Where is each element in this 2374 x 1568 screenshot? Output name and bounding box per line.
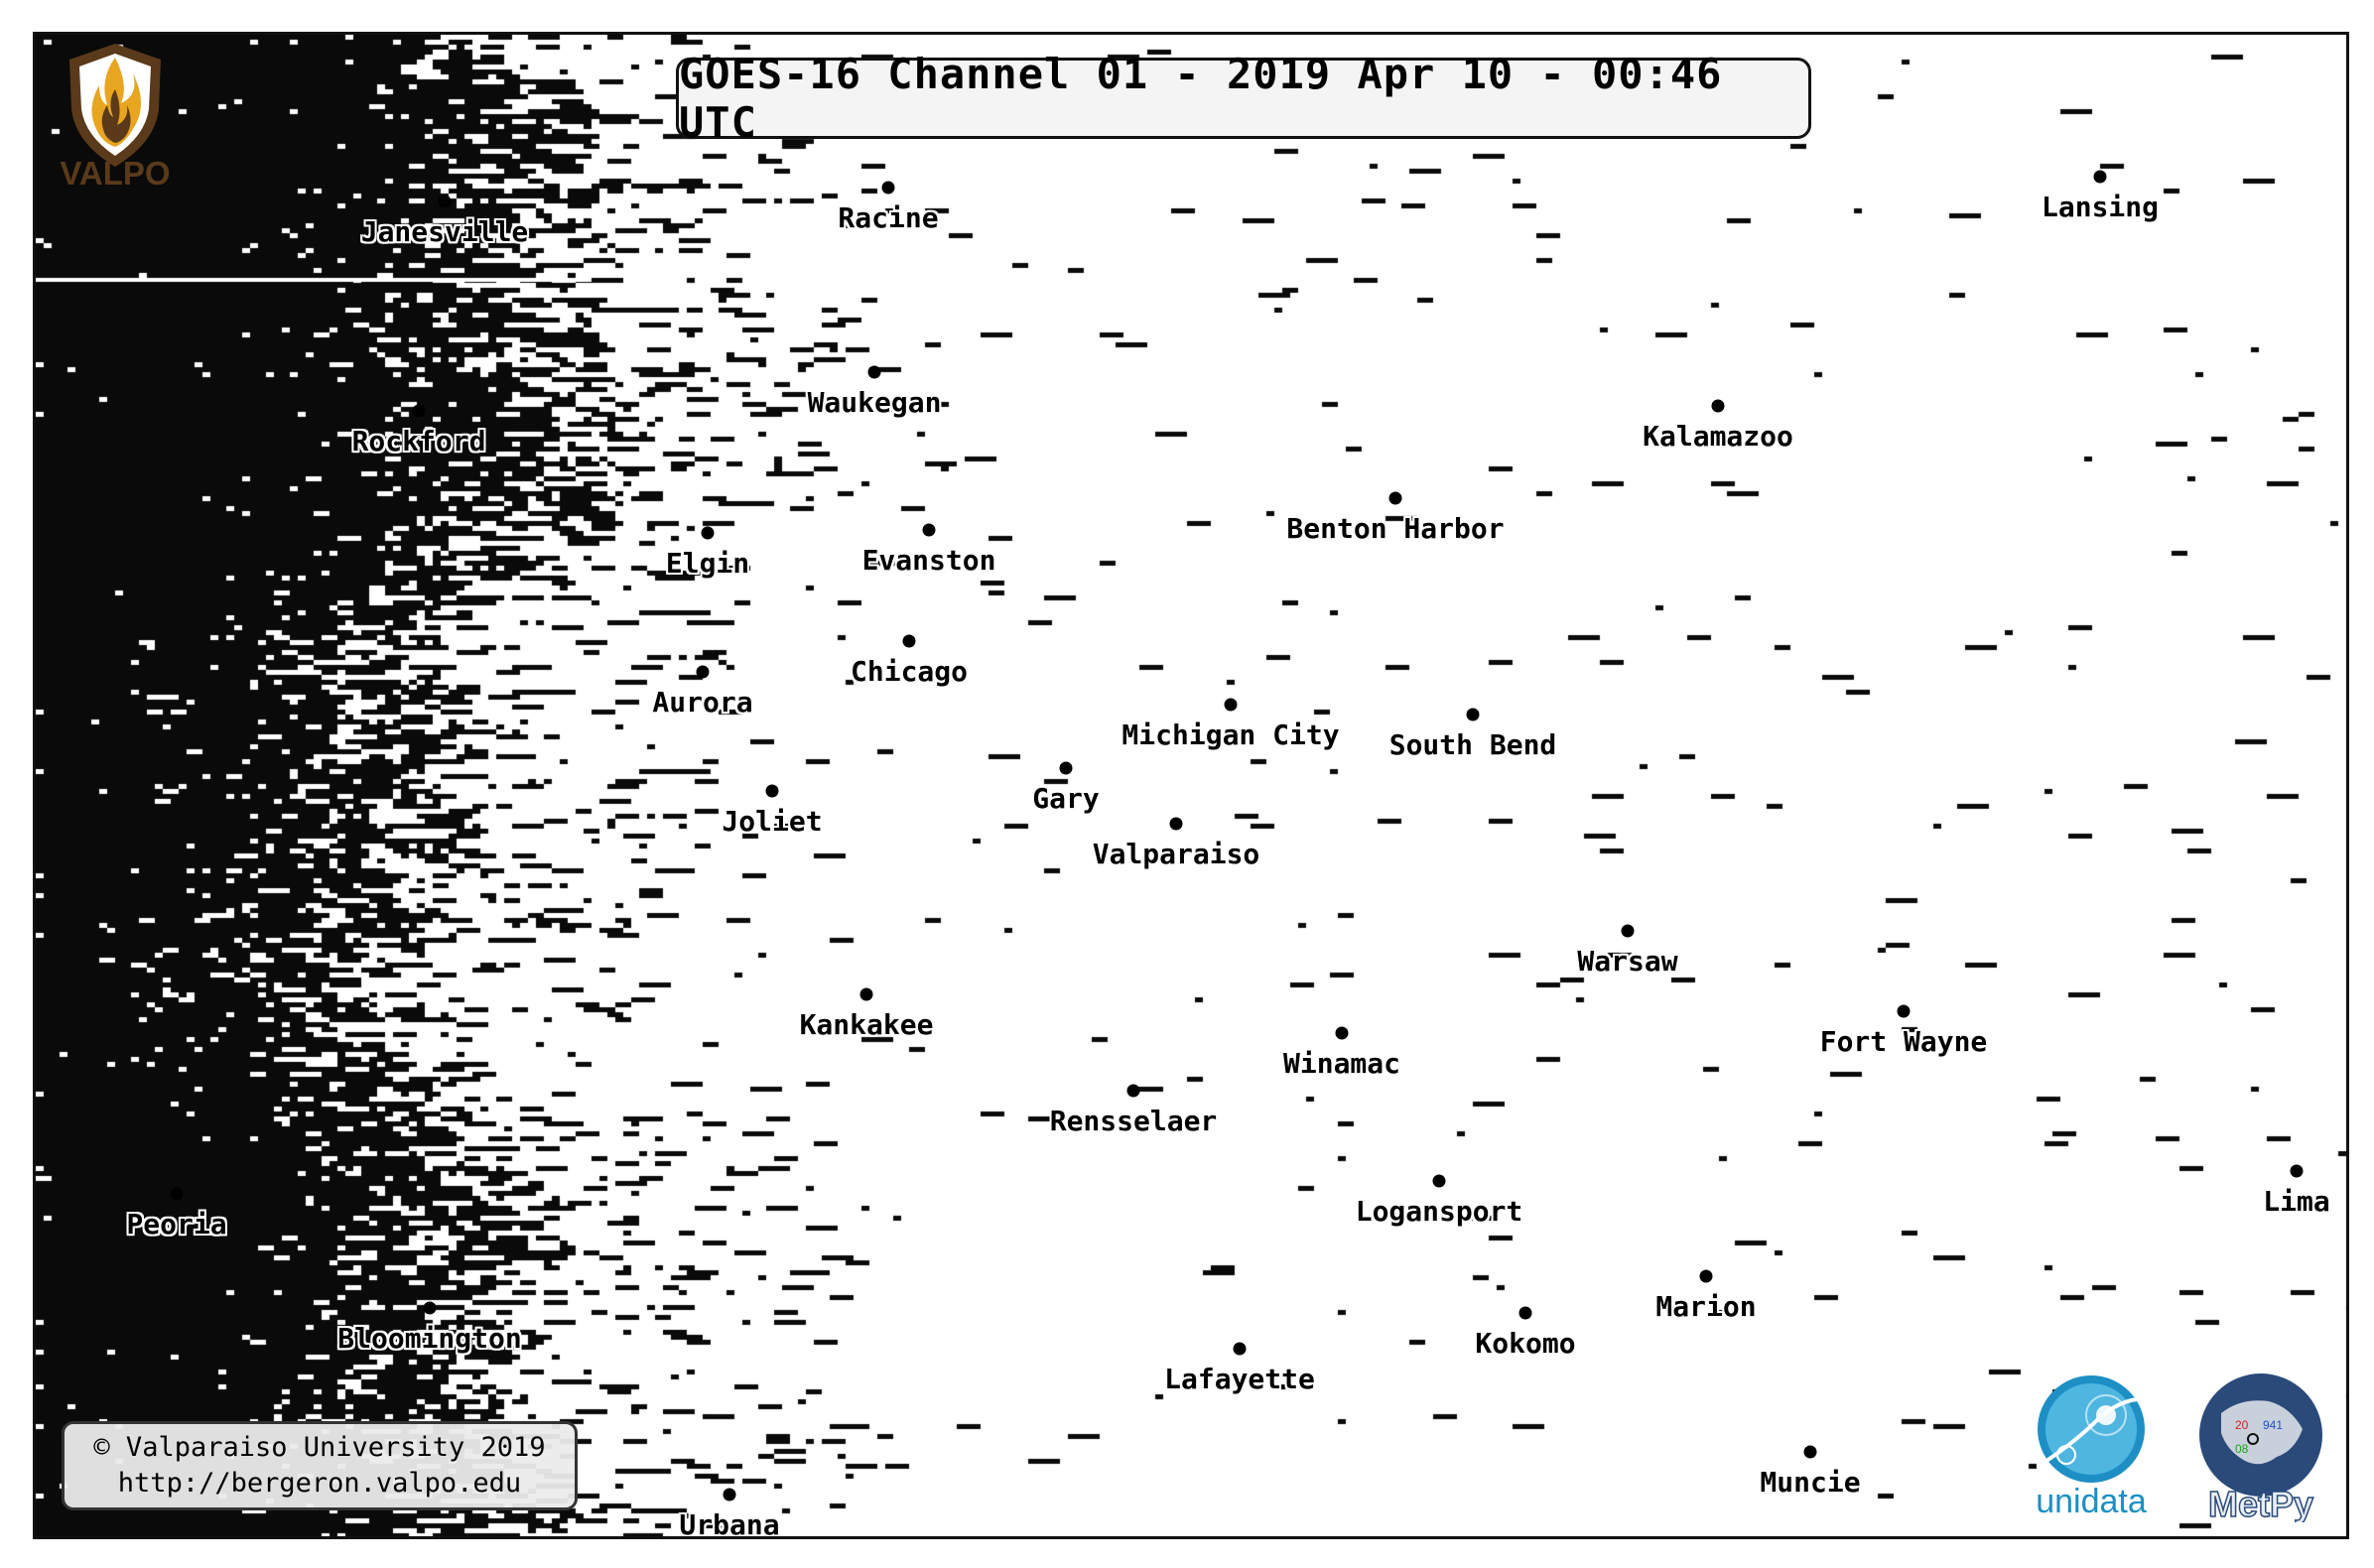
- city-marker: [1466, 708, 1480, 721]
- city-marker: [1233, 1342, 1247, 1356]
- city-label: Evanston: [861, 544, 996, 577]
- valpo-crest-icon: [69, 44, 161, 167]
- city-marker: [881, 181, 895, 195]
- city-marker: [2093, 170, 2107, 184]
- city-marker: [867, 365, 881, 379]
- city-label: Benton Harbor: [1286, 512, 1505, 545]
- city-label: Lima: [2263, 1185, 2330, 1218]
- city-label: Lansing: [2041, 191, 2160, 223]
- city-label: Janesville: [360, 215, 529, 248]
- city-marker: [423, 1301, 437, 1315]
- copyright-box: © Valparaiso University 2019 http://berg…: [62, 1421, 578, 1510]
- city-label: Winamac: [1282, 1047, 1401, 1080]
- city-marker: [1335, 1026, 1349, 1040]
- city-label: Urbana: [679, 1508, 780, 1539]
- city-label: Peoria: [126, 1208, 227, 1241]
- city-marker: [902, 634, 916, 648]
- city-label: Valparaiso: [1092, 838, 1260, 870]
- unidata-logo: unidata: [2036, 1375, 2147, 1520]
- unidata-logo-text: unidata: [2036, 1483, 2147, 1520]
- city-label: Racine: [838, 201, 939, 234]
- city-marker: [170, 1187, 184, 1201]
- website-url: http://bergeron.valpo.edu: [117, 1468, 522, 1499]
- city-marker: [1432, 1174, 1446, 1188]
- city-label: Lafayette: [1164, 1363, 1315, 1395]
- city-label: Michigan City: [1121, 719, 1340, 751]
- metpy-logo-text: MetPy: [2208, 1484, 2313, 1522]
- city-marker: [1699, 1269, 1713, 1283]
- svg-text:941: 941: [2263, 1418, 2283, 1432]
- city-marker: [1059, 761, 1073, 775]
- city-label: Bloomington: [337, 1322, 522, 1355]
- metpy-globe-icon: 20 941 08: [2199, 1373, 2322, 1497]
- city-marker: [2290, 1164, 2304, 1178]
- metpy-logo: 20 941 08 MetPy: [2199, 1373, 2322, 1522]
- valpo-logo-text: VALPO: [60, 155, 170, 189]
- map-title: GOES-16 Channel 01 - 2019 Apr 10 - 00:46…: [676, 50, 1811, 147]
- city-label: Kankakee: [799, 1008, 934, 1041]
- city-marker: [859, 987, 873, 1001]
- city-label: Joliet: [722, 805, 823, 838]
- city-label: Gary: [1032, 782, 1100, 815]
- city-marker: [1803, 1445, 1817, 1459]
- satellite-map: Janesville Racine Lansing Waukegan Kalam…: [33, 32, 2349, 1539]
- city-label: Muncie: [1760, 1466, 1861, 1499]
- city-marker: [701, 526, 715, 540]
- city-label: Kokomo: [1475, 1327, 1576, 1360]
- city-label: Fort Wayne: [1819, 1025, 1988, 1058]
- city-label: Logansport: [1355, 1195, 1523, 1228]
- city-marker: [1897, 1004, 1911, 1018]
- satellite-imagery: [36, 35, 2346, 1536]
- city-label: Rensselaer: [1049, 1105, 1218, 1137]
- city-label: Chicago: [850, 655, 969, 688]
- city-label: Rockford: [351, 425, 486, 457]
- city-marker: [1518, 1306, 1532, 1320]
- city-marker: [723, 1488, 736, 1502]
- city-marker: [1126, 1084, 1140, 1098]
- city-label: Aurora: [652, 686, 753, 719]
- city-marker: [696, 665, 710, 679]
- svg-text:20: 20: [2235, 1418, 2249, 1432]
- city-marker: [1711, 399, 1725, 413]
- city-marker: [1388, 491, 1402, 505]
- city-label: Marion: [1655, 1290, 1757, 1323]
- unidata-globe-icon: [2038, 1375, 2145, 1483]
- city-marker: [922, 523, 936, 537]
- valpo-logo: VALPO: [60, 44, 171, 189]
- city-marker: [765, 784, 779, 798]
- city-label: Waukegan: [807, 386, 942, 419]
- city-label: Elgin: [665, 547, 750, 580]
- svg-text:08: 08: [2235, 1442, 2249, 1456]
- city-marker: [1169, 817, 1183, 831]
- city-marker: [1224, 698, 1238, 712]
- city-marker: [438, 195, 452, 208]
- city-label: South Bend: [1388, 728, 1557, 761]
- copyright-text: © Valparaiso University 2019: [93, 1432, 546, 1463]
- city-marker: [1621, 924, 1635, 938]
- city-label: Kalamazoo: [1643, 420, 1793, 453]
- city-label: Warsaw: [1577, 945, 1678, 978]
- city-marker: [412, 404, 426, 418]
